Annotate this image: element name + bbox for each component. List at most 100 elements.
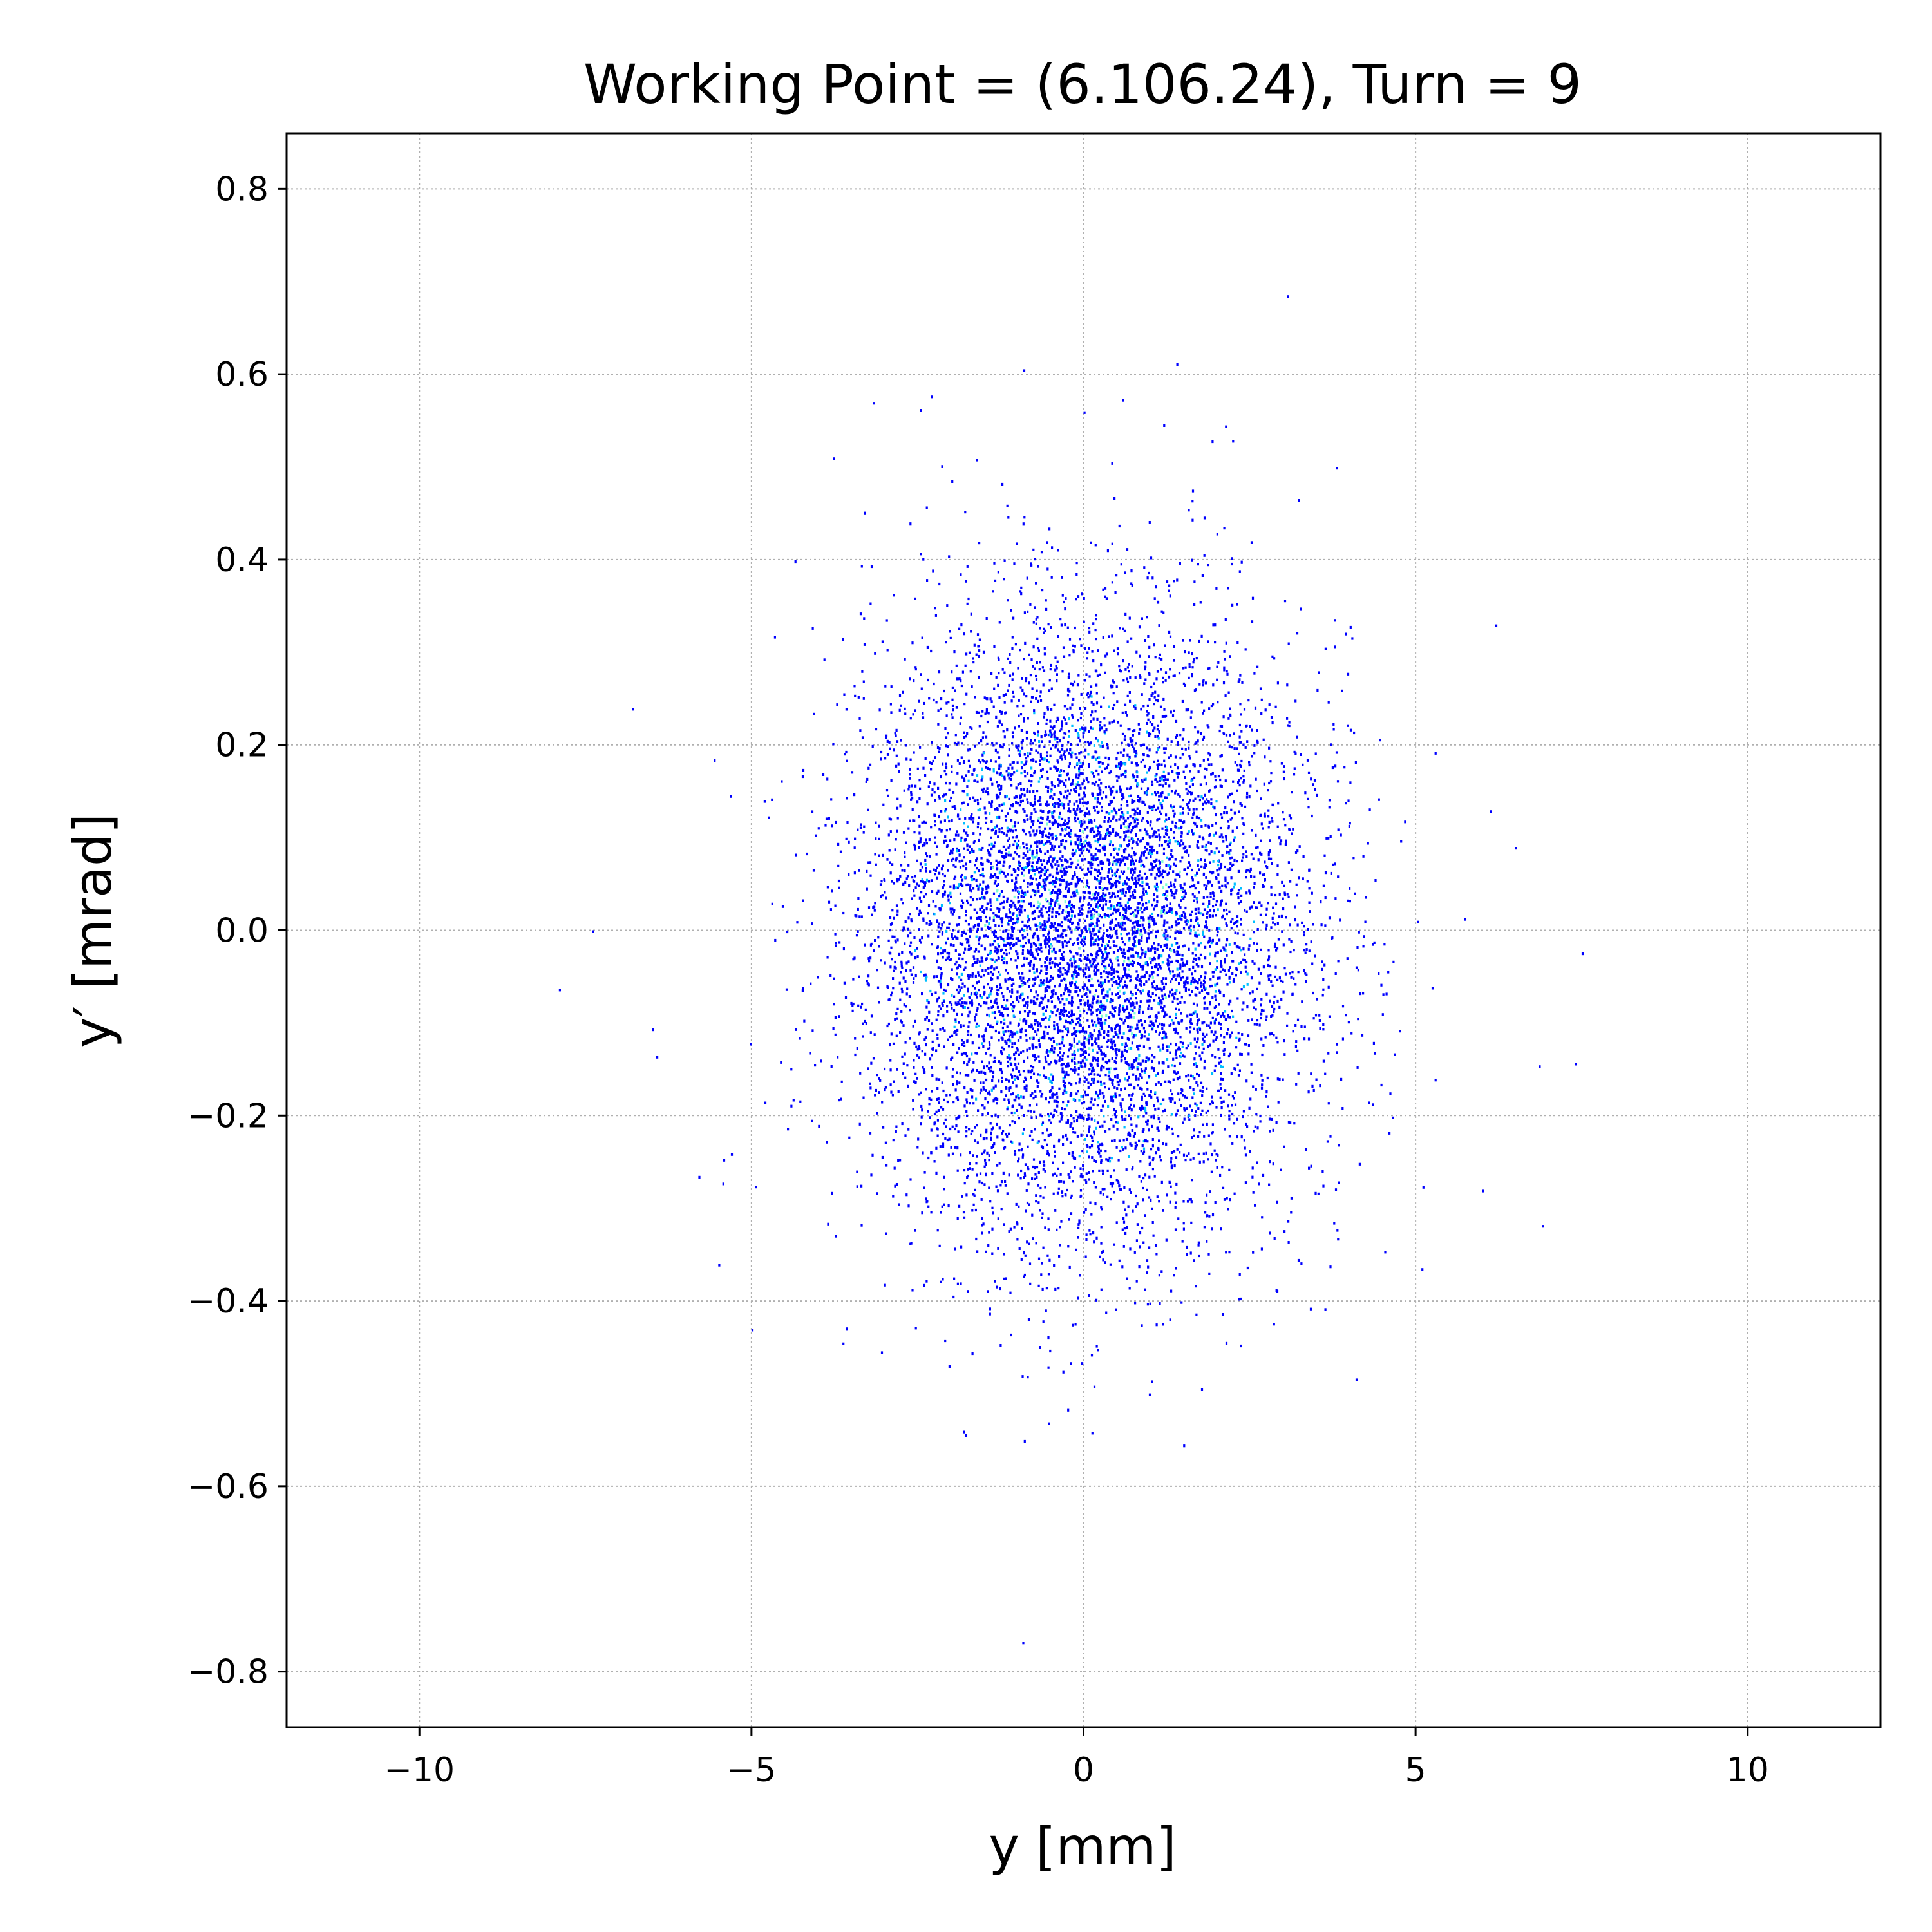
data-point (1091, 756, 1094, 759)
data-point (1097, 1008, 1099, 1011)
data-point (1066, 825, 1068, 829)
data-point (1052, 1040, 1056, 1043)
data-point (1090, 934, 1092, 938)
data-point (1116, 868, 1119, 871)
data-point (1043, 631, 1045, 634)
data-point (924, 757, 927, 760)
data-point (902, 690, 904, 694)
data-point (1179, 562, 1181, 565)
data-point (1161, 1027, 1164, 1030)
data-point (965, 1001, 968, 1005)
data-point (928, 697, 931, 700)
data-point (1143, 908, 1146, 911)
data-point (1014, 1121, 1016, 1124)
data-point (985, 887, 988, 891)
data-point (1084, 815, 1086, 818)
data-point (1072, 1131, 1075, 1134)
data-point (1177, 1135, 1180, 1138)
data-point (1118, 1007, 1121, 1010)
data-point (1154, 1092, 1157, 1095)
data-point (1025, 1189, 1028, 1192)
data-point (1268, 820, 1271, 824)
data-point (1111, 1057, 1113, 1060)
data-point (1021, 983, 1023, 987)
data-point (951, 698, 954, 701)
data-point (1037, 975, 1039, 978)
data-point (1003, 671, 1006, 674)
data-point (1081, 592, 1083, 596)
data-point (1151, 976, 1154, 979)
data-point (1130, 1123, 1133, 1126)
data-point (1116, 936, 1119, 939)
data-point (1186, 792, 1189, 795)
data-point (1000, 890, 1003, 893)
data-point (1287, 1121, 1290, 1124)
data-point (1236, 1063, 1239, 1066)
data-point (1008, 837, 1010, 840)
data-point (1131, 798, 1133, 802)
data-point (1157, 1011, 1160, 1014)
data-point (1153, 703, 1155, 706)
data-point (1142, 705, 1145, 708)
data-point (1045, 987, 1047, 990)
data-point (989, 1122, 992, 1125)
data-point (1124, 911, 1127, 914)
data-point (1211, 914, 1214, 918)
data-point (1269, 760, 1272, 763)
data-point (1034, 1166, 1036, 1170)
data-point (1095, 780, 1097, 784)
data-point (1215, 800, 1218, 803)
data-point (1039, 859, 1042, 862)
data-point (1083, 620, 1085, 623)
data-point (951, 1152, 954, 1155)
data-point (1097, 1349, 1099, 1352)
data-point (1071, 877, 1074, 880)
data-point (1031, 853, 1034, 857)
data-point (1000, 788, 1003, 791)
data-point (1137, 1048, 1140, 1051)
data-point (928, 1103, 931, 1106)
data-point (1217, 661, 1220, 664)
data-point (1188, 665, 1191, 668)
data-point (947, 926, 950, 929)
data-point (1225, 1341, 1228, 1345)
data-point (963, 1169, 966, 1172)
data-point (893, 882, 895, 885)
data-point (1170, 828, 1173, 831)
data-point (1209, 962, 1211, 965)
data-point (1205, 920, 1208, 923)
data-point (1122, 813, 1125, 817)
data-point (989, 926, 992, 929)
data-point (951, 765, 953, 768)
data-point (1043, 627, 1045, 630)
data-point (1150, 1148, 1153, 1151)
data-point (1234, 1091, 1236, 1094)
data-point (1073, 890, 1075, 894)
data-point (940, 1280, 942, 1283)
data-point (1032, 963, 1035, 967)
data-point (1154, 791, 1157, 794)
data-point (1010, 904, 1013, 907)
data-point (1034, 856, 1037, 859)
data-point (1086, 848, 1088, 851)
data-point (1020, 1106, 1023, 1110)
data-point (1020, 592, 1023, 596)
data-point (956, 743, 958, 746)
data-point (1101, 762, 1104, 765)
data-point (1029, 674, 1032, 677)
data-point (1237, 781, 1240, 784)
data-point (1208, 707, 1211, 710)
data-point (1096, 924, 1099, 927)
data-point (922, 1066, 924, 1069)
data-point (1170, 1185, 1172, 1188)
data-point (1151, 1380, 1153, 1383)
data-point (1312, 923, 1314, 926)
data-point (1005, 1078, 1007, 1081)
data-point (1057, 825, 1059, 828)
data-point (1122, 1220, 1126, 1224)
data-point (1233, 732, 1235, 735)
data-point (1050, 687, 1053, 690)
data-point (1365, 896, 1367, 899)
data-point (1030, 1110, 1032, 1113)
data-point (1038, 984, 1041, 987)
